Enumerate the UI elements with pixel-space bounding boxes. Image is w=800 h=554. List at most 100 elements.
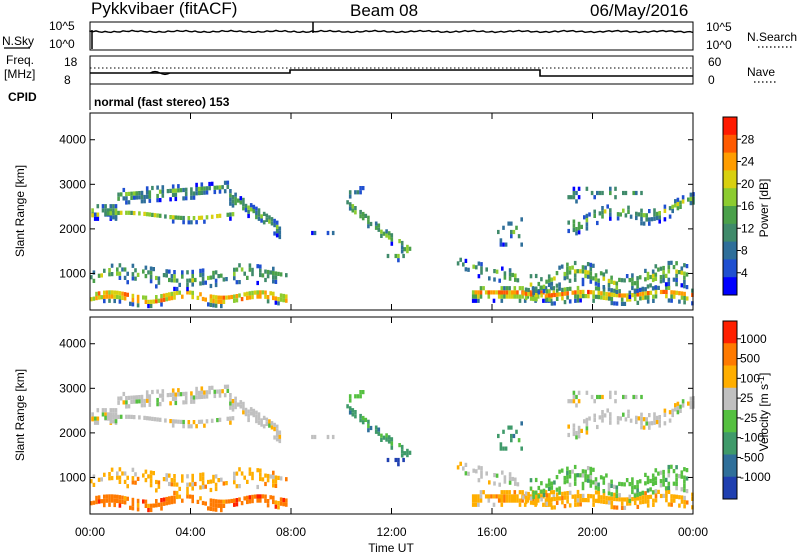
velocity-cell: [109, 415, 113, 420]
velocity-cell: [274, 504, 278, 509]
power-cell: [246, 275, 249, 280]
velocity-cell: [601, 410, 604, 415]
velocity-cell: [359, 394, 362, 399]
velocity-cell: [687, 401, 690, 406]
power-cell: [484, 290, 488, 295]
power-cell: [275, 220, 279, 225]
power-cell: [112, 208, 115, 213]
velocity-cell: [683, 495, 686, 500]
colorbar-tick-label: 20: [741, 177, 755, 191]
power-cell: [113, 298, 116, 304]
velocity-cell: [641, 495, 645, 500]
power-cell: [348, 194, 352, 199]
power-cell: [502, 242, 505, 247]
power-cell: [191, 269, 194, 274]
velocity-cell: [166, 393, 170, 398]
velocity-cell: [648, 413, 651, 418]
velocity-cell: [174, 400, 178, 406]
power-cell: [521, 294, 524, 299]
power-cell: [164, 214, 167, 219]
colorbar-swatch: [723, 277, 737, 296]
velocity-cell: [572, 394, 576, 400]
power-cell: [667, 285, 671, 290]
velocity-cell: [104, 412, 107, 417]
power-cell: [623, 301, 627, 306]
velocity-cell: [555, 496, 559, 501]
velocity-cell: [651, 473, 655, 478]
power-cell: [662, 278, 665, 283]
power-cell: [145, 190, 149, 195]
power-cell: [274, 275, 278, 280]
velocity-cell: [190, 424, 193, 429]
velocity-cell: [130, 395, 133, 400]
velocity-cell: [480, 470, 483, 475]
velocity-cell: [635, 394, 638, 400]
power-cell: [126, 292, 129, 297]
power-cell: [549, 286, 553, 291]
power-cell: [654, 264, 658, 269]
velocity-cell: [620, 505, 624, 510]
power-cell: [613, 288, 616, 293]
velocity-cell: [503, 479, 507, 484]
power-cell: [683, 263, 686, 268]
velocity-cell: [233, 475, 236, 481]
power-cell: [168, 277, 171, 283]
velocity-cell: [653, 412, 656, 417]
power-cell: [576, 290, 580, 295]
power-cell: [628, 290, 632, 295]
velocity-cell: [675, 494, 679, 499]
power-cell: [585, 213, 589, 218]
x-tick-label: 20:00: [577, 525, 607, 539]
velocity-cell: [587, 493, 590, 499]
velocity-cell: [592, 502, 595, 507]
velocity-cell: [615, 485, 619, 490]
power-cell: [624, 190, 628, 196]
power-cell: [477, 274, 481, 279]
velocity-cell: [513, 490, 517, 495]
power-cell: [513, 290, 517, 295]
power-cell: [655, 216, 659, 221]
power-cell: [209, 294, 213, 299]
velocity-cell: [173, 474, 176, 479]
velocity-cell: [646, 495, 650, 500]
power-cell: [480, 262, 483, 267]
power-cell: [97, 273, 101, 278]
velocity-cell: [477, 465, 481, 470]
power-cell: [184, 196, 188, 201]
velocity-cell: [161, 389, 165, 394]
velocity-cell: [182, 391, 185, 397]
velocity-cell: [650, 421, 654, 426]
velocity-cell: [212, 503, 215, 508]
power-cell: [406, 249, 409, 254]
power-cell: [161, 185, 165, 190]
x-tick-label: 00:00: [678, 525, 708, 539]
velocity-cell: [664, 477, 668, 482]
velocity-cell: [231, 399, 235, 404]
power-cell: [646, 271, 650, 276]
power-cell: [377, 227, 381, 232]
power-cell: [691, 301, 694, 306]
power-cell: [142, 295, 145, 300]
velocity-cell: [662, 478, 665, 483]
power-cell: [532, 296, 536, 302]
velocity-cell: [531, 498, 535, 503]
velocity-cell: [585, 422, 589, 427]
velocity-cell: [144, 499, 148, 504]
power-cell: [572, 219, 576, 224]
velocity-cell: [235, 502, 239, 507]
power-cell: [105, 290, 109, 295]
power-cell: [260, 214, 263, 219]
velocity-cell: [594, 498, 598, 503]
power-cell: [209, 275, 213, 280]
power-cell: [195, 187, 198, 192]
velocity-cell: [274, 479, 278, 484]
power-cell: [640, 190, 643, 196]
power-cell: [251, 290, 254, 295]
velocity-cell: [623, 497, 627, 502]
velocity-cell: [220, 499, 223, 504]
power-y-axis-label: Slant Range [km]: [13, 165, 27, 257]
velocity-cell: [348, 410, 352, 415]
power-cell: [257, 212, 261, 217]
velocity-cell: [609, 416, 612, 421]
power-cell: [532, 290, 535, 296]
